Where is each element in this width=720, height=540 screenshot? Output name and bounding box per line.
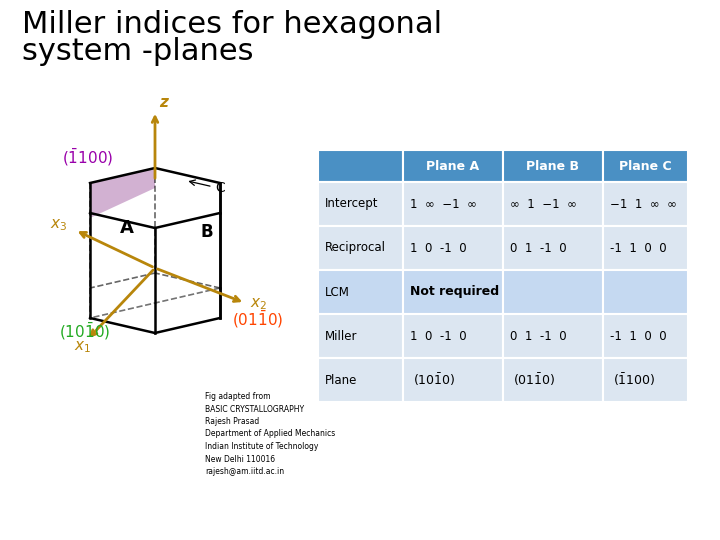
Text: $(01\bar{1}0)$: $(01\bar{1}0)$ — [232, 309, 283, 330]
Text: Not required: Not required — [410, 286, 499, 299]
Text: $(10\bar{1}0)$: $(10\bar{1}0)$ — [59, 321, 111, 342]
Text: Miller indices for hexagonal: Miller indices for hexagonal — [22, 10, 442, 39]
Text: Miller: Miller — [325, 329, 358, 342]
Bar — [318, 270, 403, 314]
Text: $x_1$: $x_1$ — [74, 339, 91, 355]
Bar — [503, 270, 603, 314]
Text: LCM: LCM — [325, 286, 350, 299]
Text: system -planes: system -planes — [22, 37, 253, 66]
Bar — [318, 150, 403, 182]
Bar — [403, 150, 503, 182]
Bar — [603, 182, 688, 226]
Text: $x_2$: $x_2$ — [250, 296, 267, 312]
Bar — [503, 314, 603, 358]
Text: -1  1  0  0: -1 1 0 0 — [610, 241, 667, 254]
Text: C: C — [189, 180, 225, 195]
Text: 1  0  -1  0: 1 0 -1 0 — [410, 329, 467, 342]
Bar — [603, 314, 688, 358]
Text: Intercept: Intercept — [325, 198, 379, 211]
Text: $(\bar{1}100)$: $(\bar{1}100)$ — [613, 372, 655, 388]
Polygon shape — [90, 168, 155, 218]
Bar — [403, 226, 503, 270]
Bar — [403, 182, 503, 226]
Bar — [403, 270, 503, 314]
Text: $(01\bar{1}0)$: $(01\bar{1}0)$ — [513, 372, 556, 388]
Bar — [503, 358, 603, 402]
Text: ∞  1  −1  ∞: ∞ 1 −1 ∞ — [510, 198, 577, 211]
Bar — [503, 226, 603, 270]
Text: -1  1  0  0: -1 1 0 0 — [610, 329, 667, 342]
Bar — [503, 182, 603, 226]
Text: $(10\bar{1}0)$: $(10\bar{1}0)$ — [413, 372, 456, 388]
Text: Fig adapted from
BASIC CRYSTALLOGRAPHY
Rajesh Prasad
Department of Applied Mecha: Fig adapted from BASIC CRYSTALLOGRAPHY R… — [205, 392, 336, 476]
Bar — [403, 314, 503, 358]
Bar — [318, 358, 403, 402]
Text: −1  1  ∞  ∞: −1 1 ∞ ∞ — [610, 198, 677, 211]
Text: A: A — [120, 219, 134, 237]
Text: $x_3$: $x_3$ — [50, 217, 68, 233]
Bar — [318, 182, 403, 226]
Text: 1  ∞  −1  ∞: 1 ∞ −1 ∞ — [410, 198, 477, 211]
Bar — [603, 270, 688, 314]
Bar — [318, 314, 403, 358]
Bar — [403, 358, 503, 402]
Text: B: B — [201, 223, 213, 241]
Text: 0  1  -1  0: 0 1 -1 0 — [510, 329, 567, 342]
Text: Plane A: Plane A — [426, 159, 480, 172]
Text: $(\bar{1}100)$: $(\bar{1}100)$ — [63, 146, 114, 167]
Text: Reciprocal: Reciprocal — [325, 241, 386, 254]
Bar — [603, 226, 688, 270]
Text: z: z — [159, 95, 168, 110]
Bar — [603, 358, 688, 402]
Text: 0  1  -1  0: 0 1 -1 0 — [510, 241, 567, 254]
Text: Plane B: Plane B — [526, 159, 580, 172]
Text: Plane C: Plane C — [619, 159, 672, 172]
Bar — [318, 226, 403, 270]
Bar — [503, 150, 603, 182]
Text: 1  0  -1  0: 1 0 -1 0 — [410, 241, 467, 254]
Bar — [603, 150, 688, 182]
Text: Plane: Plane — [325, 374, 357, 387]
